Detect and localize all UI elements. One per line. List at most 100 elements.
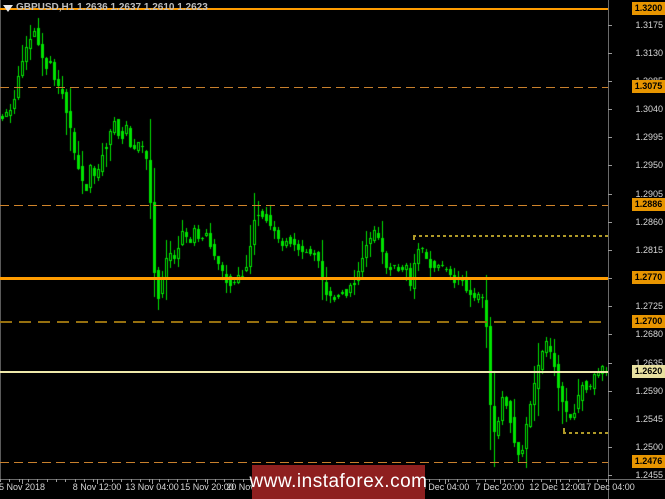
time-axis-minor-tick: [65, 479, 66, 482]
price-axis-label: 1.2995: [635, 132, 663, 142]
time-axis-minor-tick: [569, 479, 570, 482]
dotted-level-segment[interactable]: [563, 432, 608, 434]
price-axis-label: 1.2950: [635, 160, 663, 170]
price-axis-tick: [608, 475, 612, 476]
time-axis-minor-tick: [439, 479, 440, 482]
time-axis-minor-tick: [224, 479, 225, 482]
price-axis-tick: [608, 250, 612, 251]
price-level-line-1.3200[interactable]: [0, 8, 608, 10]
price-axis-tick: [608, 306, 612, 307]
time-axis-minor-tick: [93, 479, 94, 482]
time-axis-label: 5 Dec 04:00: [420, 482, 470, 492]
price-axis-tick: [608, 391, 612, 392]
time-axis-minor-tick: [140, 479, 141, 482]
time-axis-minor-tick: [504, 479, 505, 482]
time-axis-label: 8 Nov 12:00: [72, 482, 122, 492]
price-axis-label: 1.2635: [635, 358, 663, 368]
price-badge: 1.2620: [632, 365, 665, 378]
price-axis-label: 1.2590: [635, 386, 663, 396]
price-axis-tick: [608, 222, 612, 223]
time-axis-label: 5 Nov 2018: [0, 482, 46, 492]
time-axis-major-tick: [152, 479, 153, 484]
time-axis-minor-tick: [149, 479, 150, 482]
time-axis-major-tick: [97, 479, 98, 484]
dotted-segment-end-tick: [413, 235, 415, 240]
time-axis-minor-tick: [476, 479, 477, 482]
triangle-down-icon: [3, 5, 13, 12]
price-axis-tick: [608, 137, 612, 138]
time-axis-minor-tick: [9, 479, 10, 482]
price-axis-label: 1.2860: [635, 217, 663, 227]
dotted-level-segment[interactable]: [413, 235, 608, 237]
watermark-text: www.instaforex.com: [249, 471, 428, 492]
time-axis-minor-tick: [550, 479, 551, 482]
time-axis-minor-tick: [532, 479, 533, 482]
time-axis-minor-tick: [103, 479, 104, 482]
price-axis-border: [608, 0, 609, 499]
time-axis-minor-tick: [187, 479, 188, 482]
time-axis-minor-tick: [84, 479, 85, 482]
price-axis-tick: [608, 363, 612, 364]
time-axis-minor-tick: [560, 479, 561, 482]
time-axis-minor-tick: [112, 479, 113, 482]
time-axis-minor-tick: [37, 479, 38, 482]
time-axis-label: 12 Dec 12:00: [529, 482, 583, 492]
time-axis-minor-tick: [215, 479, 216, 482]
price-axis-label: 1.3040: [635, 104, 663, 114]
time-axis-minor-tick: [196, 479, 197, 482]
time-axis-minor-tick: [28, 479, 29, 482]
chart-ohlc-title: GBPUSD,H1 1.2636 1.2637 1.2610 1.2623: [16, 2, 208, 13]
time-axis-minor-tick: [75, 479, 76, 482]
price-axis-tick: [608, 53, 612, 54]
time-axis-minor-tick: [56, 479, 57, 482]
time-axis-label: 15 Nov 20:00: [180, 482, 234, 492]
time-axis-minor-tick: [448, 479, 449, 482]
plot-left-border: [0, 0, 1, 480]
price-badge: 1.3200: [632, 2, 665, 15]
price-badge: 1.2770: [632, 271, 665, 284]
price-axis-tick: [608, 447, 612, 448]
price-level-line-1.2620[interactable]: [0, 371, 608, 373]
price-level-line-1.2770[interactable]: [0, 277, 608, 280]
time-axis-minor-tick: [466, 479, 467, 482]
price-axis-tick: [608, 194, 612, 195]
price-badge: 1.2886: [632, 198, 665, 211]
price-level-line-1.2700[interactable]: [0, 321, 608, 323]
price-level-line-1.2476[interactable]: [0, 462, 608, 463]
time-axis-minor-tick: [47, 479, 48, 482]
time-axis-minor-tick: [578, 479, 579, 482]
broker-watermark: www.instaforex.com: [249, 465, 428, 499]
candlestick-canvas[interactable]: [0, 0, 609, 479]
time-axis-minor-tick: [243, 479, 244, 482]
price-axis-tick: [608, 25, 612, 26]
time-axis-minor-tick: [457, 479, 458, 482]
price-axis-label: 1.2455: [635, 470, 663, 480]
price-axis-label: 1.2680: [635, 329, 663, 339]
price-level-line-1.3075[interactable]: [0, 87, 608, 88]
price-axis-tick: [608, 109, 612, 110]
time-axis-minor-tick: [205, 479, 206, 482]
time-axis-minor-tick: [131, 479, 132, 482]
time-axis-major-tick: [445, 479, 446, 484]
time-axis-minor-tick: [168, 479, 169, 482]
price-axis-label: 1.3130: [635, 48, 663, 58]
time-axis-major-tick: [500, 479, 501, 484]
time-axis-label: 7 Dec 20:00: [475, 482, 525, 492]
time-axis-minor-tick: [0, 479, 1, 482]
time-axis-label: 17 Dec 04:00: [581, 482, 635, 492]
price-badge: 1.3075: [632, 80, 665, 93]
price-level-line-1.2886[interactable]: [0, 205, 608, 206]
price-axis-label: 1.2500: [635, 442, 663, 452]
time-axis-minor-tick: [233, 479, 234, 482]
time-axis-minor-tick: [494, 479, 495, 482]
time-axis-minor-tick: [159, 479, 160, 482]
price-axis-label: 1.3175: [635, 20, 663, 30]
price-axis-label: 1.2815: [635, 245, 663, 255]
time-axis-minor-tick: [19, 479, 20, 482]
time-axis-major-tick: [608, 479, 609, 484]
price-axis-tick: [608, 165, 612, 166]
time-axis-major-tick: [22, 479, 23, 484]
time-axis-minor-tick: [429, 479, 430, 482]
price-badge: 1.2476: [632, 455, 665, 468]
